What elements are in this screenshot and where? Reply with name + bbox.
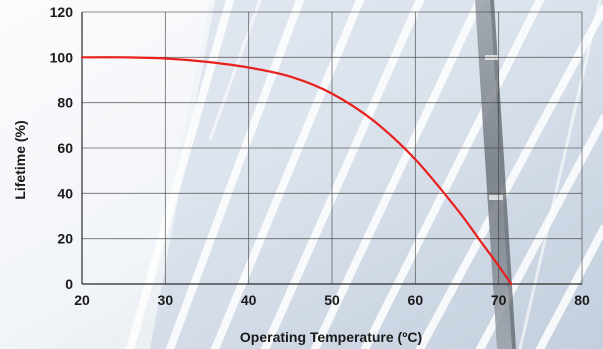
x-tick-label-50: 50: [324, 292, 340, 308]
y-tick-label-0: 0: [65, 276, 73, 292]
x-tick-label-20: 20: [74, 292, 90, 308]
x-tick-labels: 20 30 40 50 60 70 80: [74, 292, 590, 308]
y-tick-label-40: 40: [57, 185, 73, 201]
y-tick-label-80: 80: [57, 95, 73, 111]
y-tick-label-100: 100: [50, 49, 74, 65]
y-axis-title: Lifetime (%): [12, 120, 28, 199]
x-tick-label-60: 60: [408, 292, 424, 308]
x-axis-title: Operating Temperature (ºC): [240, 329, 422, 345]
y-tick-label-120: 120: [50, 4, 74, 20]
y-tick-label-60: 60: [57, 140, 73, 156]
x-tick-label-70: 70: [491, 292, 507, 308]
series-line-0: [80, 56, 513, 286]
series-layer: [80, 56, 513, 286]
y-tick-label-20: 20: [57, 231, 73, 247]
x-tick-label-40: 40: [241, 292, 257, 308]
grid-lines: [81, 11, 583, 285]
x-tick-label-30: 30: [158, 292, 174, 308]
y-tick-labels: 0 20 40 60 80 100 120: [50, 4, 74, 292]
x-tick-label-80: 80: [574, 292, 590, 308]
